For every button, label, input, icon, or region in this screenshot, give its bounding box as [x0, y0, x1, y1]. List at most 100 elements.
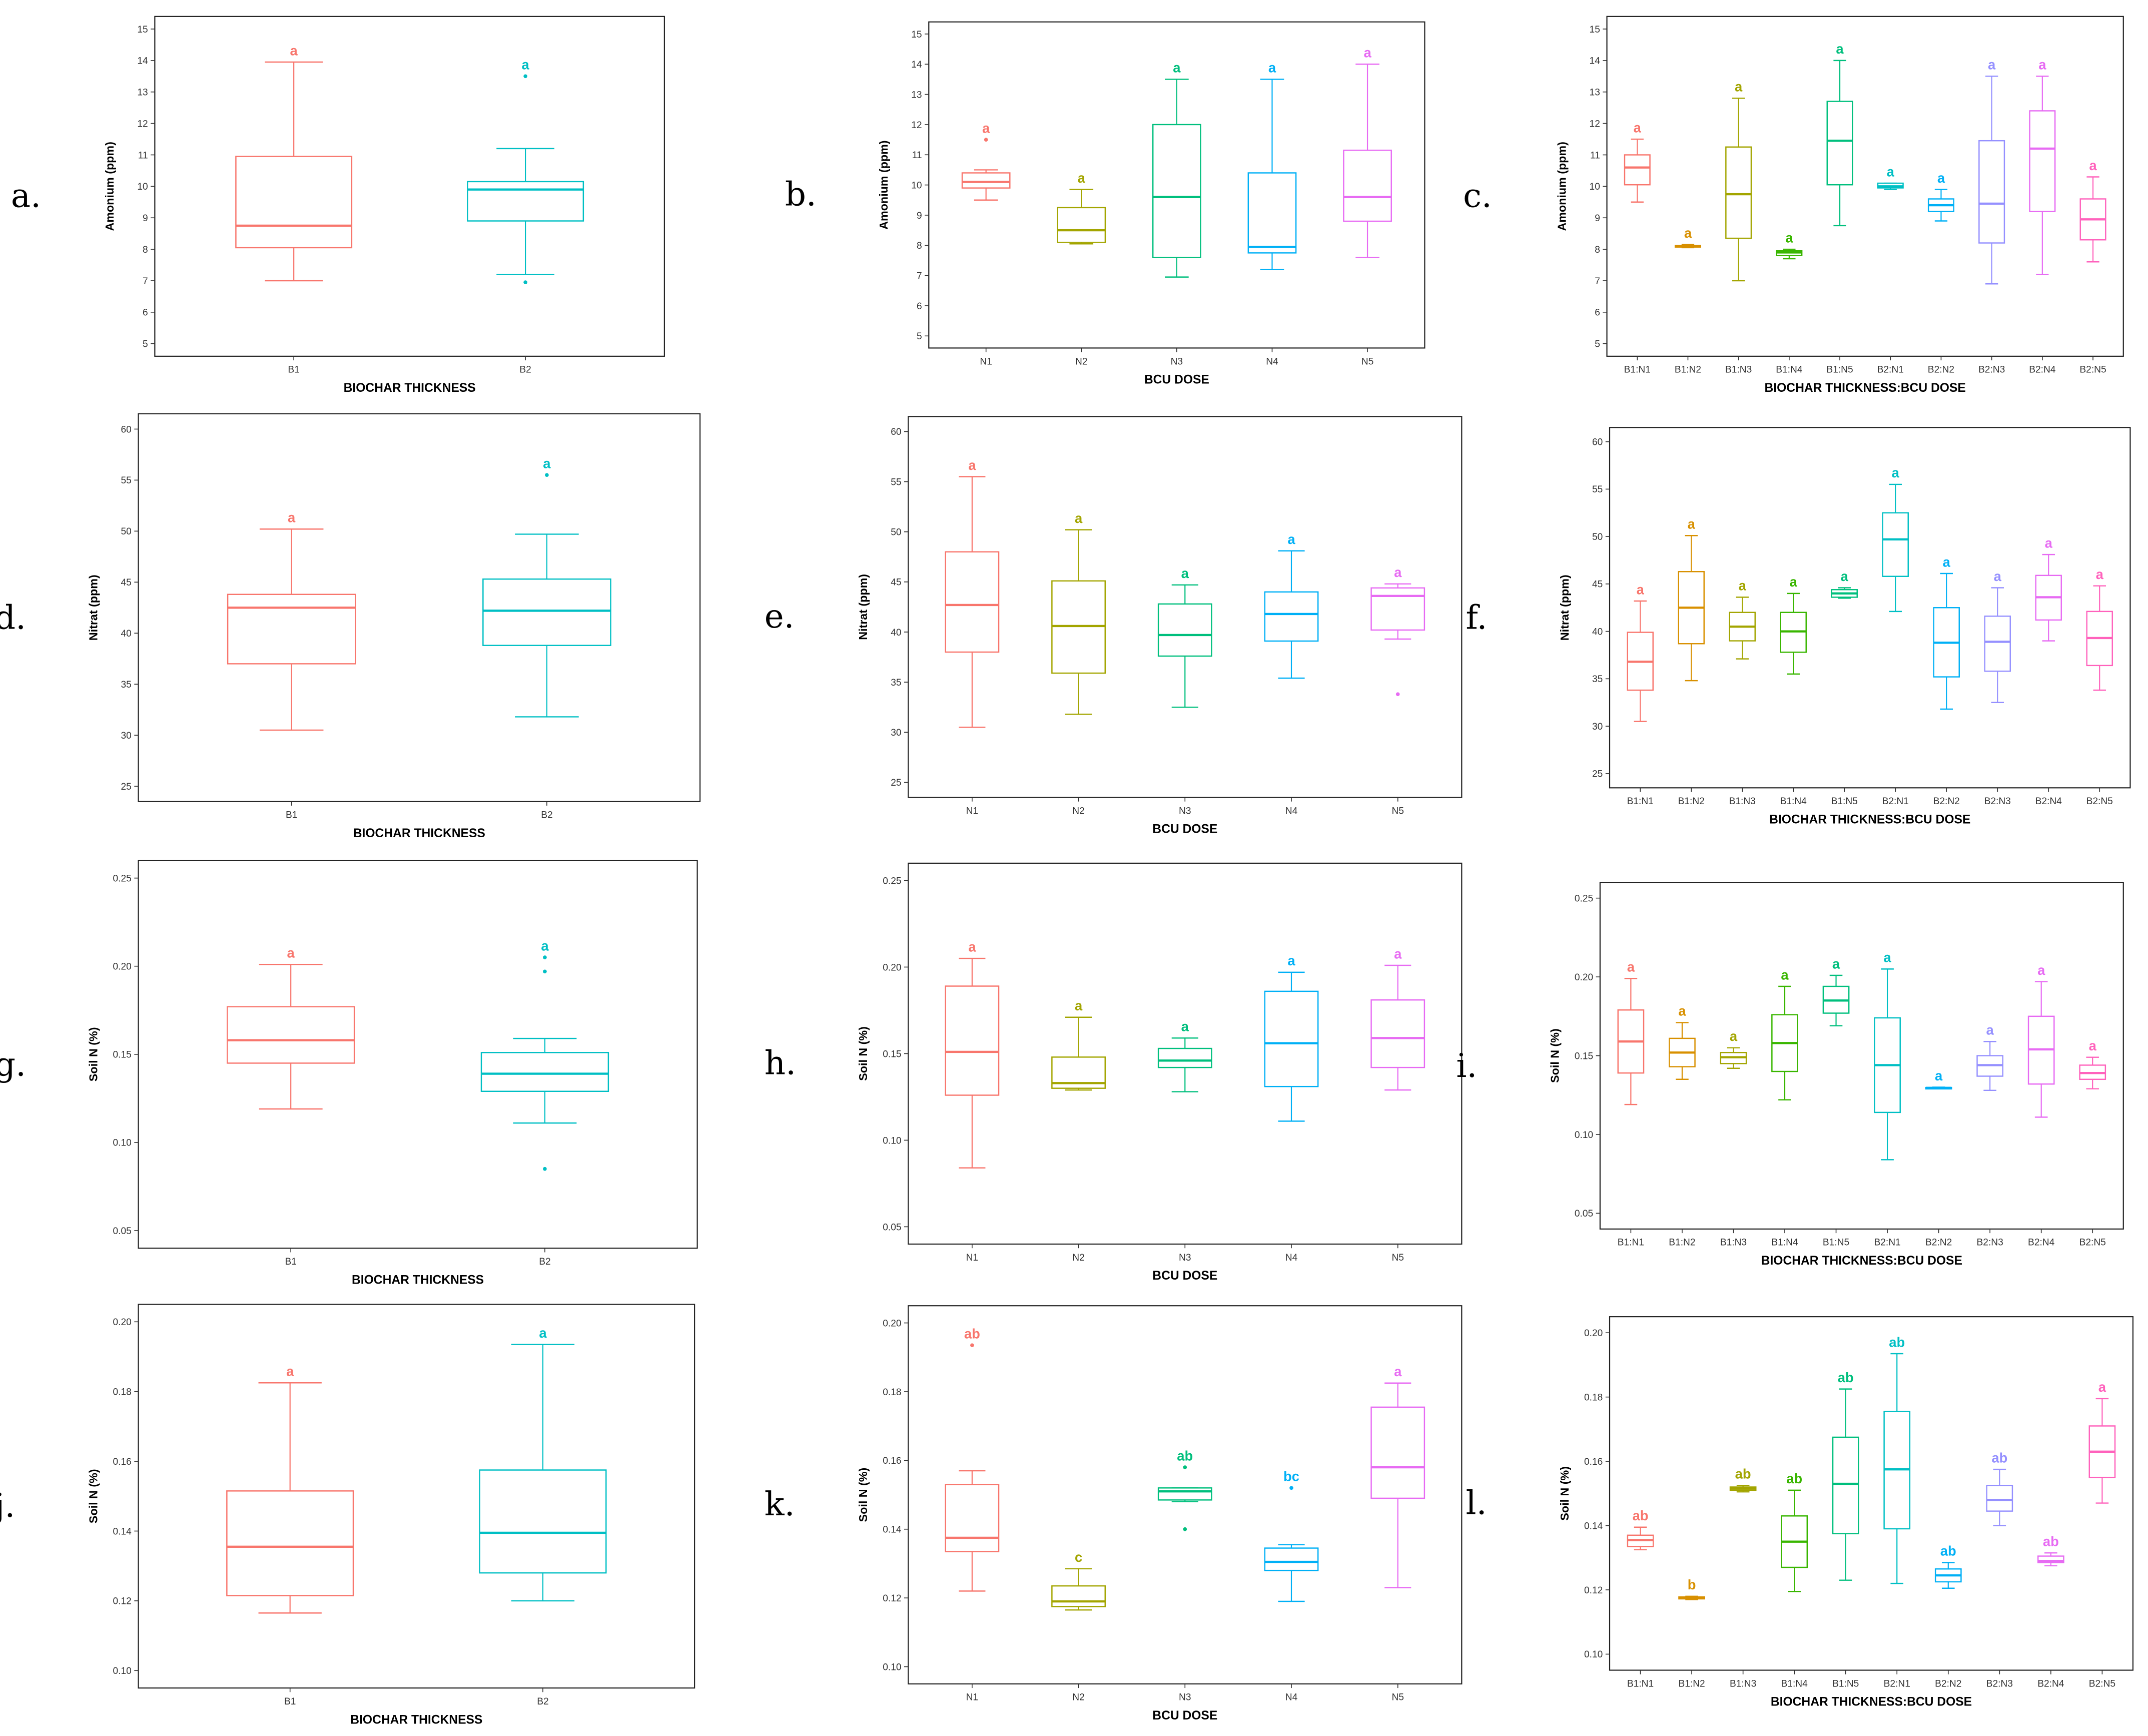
y-tick-label: 60	[891, 427, 901, 437]
x-tick-label: B2:N4	[2029, 365, 2056, 375]
y-tick-label: 7	[143, 276, 148, 287]
y-tick-label: 0.12	[1584, 1585, 1603, 1596]
box-b2-n4: ab	[2037, 1533, 2064, 1567]
box-iqr	[1826, 101, 1853, 186]
y-tick-label: 5	[917, 331, 922, 342]
y-tick-label: 25	[121, 782, 132, 792]
x-axis-title: BIOCHAR THICKNESS	[344, 381, 476, 395]
y-tick-label: 45	[1592, 580, 1603, 590]
box-b1-n2: a	[1674, 225, 1701, 249]
x-axis-title: BIOCHAR THICKNESS:BCU DOSE	[1769, 813, 1970, 826]
panel-label: e.	[764, 597, 795, 636]
boxplot-chart: 25 30 35 40 45 50 55 60 Nitrat (ppm) BCU DOSE a N1 a…	[857, 416, 1463, 836]
outlier-point	[523, 280, 527, 284]
x-tick-label: B1:N3	[1730, 1678, 1756, 1689]
significance-letter: a	[2098, 1379, 2106, 1395]
x-axis-title: BIOCHAR THICKNESS:BCU DOSE	[1761, 1254, 1962, 1268]
box-iqr	[1832, 1436, 1859, 1534]
box-b1-n1: ab	[1627, 1508, 1654, 1550]
box-b2-n5: a	[2079, 158, 2106, 263]
x-tick-label: B1:N2	[1669, 1238, 1695, 1248]
y-tick-label: 50	[1592, 532, 1603, 542]
box-b1: a	[227, 945, 355, 1110]
y-tick-label: 0.16	[1584, 1457, 1603, 1467]
box-iqr	[1157, 1047, 1212, 1068]
box-iqr	[226, 1490, 354, 1596]
x-tick-label: B1:N1	[1618, 1238, 1644, 1248]
x-tick-label: B1:N3	[1729, 796, 1756, 807]
y-tick-label: 7	[1595, 276, 1600, 287]
significance-letter: a	[968, 939, 976, 954]
box-b2-n1: ab	[1883, 1334, 1911, 1584]
x-axis-title: BCU DOSE	[1152, 823, 1217, 836]
box-b2-n4: a	[2035, 535, 2062, 642]
box-b2: a	[482, 455, 611, 718]
box-b1-n3: a	[1729, 578, 1756, 660]
y-tick-label: 0.05	[1575, 1209, 1593, 1219]
box-n5: a	[1370, 946, 1425, 1091]
box-b2-n3: a	[1984, 568, 2011, 703]
y-axis-title: Soil N (%)	[87, 1469, 100, 1523]
significance-letter: a	[1688, 516, 1696, 532]
significance-letter: a	[286, 1364, 294, 1379]
significance-letter: a	[1394, 946, 1402, 961]
significance-letter: ab	[1786, 1471, 1802, 1486]
panel-label: k.	[764, 1485, 795, 1524]
box-b2-n2: a	[1925, 1068, 1952, 1090]
box-b1-n4: a	[1780, 574, 1807, 675]
x-axis-title: BIOCHAR THICKNESS	[353, 827, 485, 840]
x-tick-label: B2:N1	[1882, 796, 1909, 807]
box-b1: a	[226, 1364, 354, 1614]
x-tick-label: B2:N2	[1935, 1678, 1961, 1689]
significance-letter: a	[1836, 41, 1844, 57]
significance-letter: a	[290, 43, 298, 58]
box-n3: a	[1157, 1019, 1212, 1092]
box-b2-n3: ab	[1986, 1450, 2013, 1526]
significance-letter: a	[521, 57, 529, 73]
significance-letter: a	[1678, 1003, 1686, 1019]
y-axis-title: Soil N (%)	[857, 1026, 870, 1081]
panel-label: b.	[785, 175, 817, 214]
boxplot-chart: 0.05 0.10 0.15 0.20 0.25 Soil N (%) BCU DOSE a N…	[857, 862, 1463, 1283]
outlier-point	[1183, 1465, 1187, 1469]
box-b2-n1: a	[1874, 950, 1901, 1161]
y-tick-label: 0.18	[883, 1387, 901, 1398]
significance-letter: a	[1887, 164, 1895, 179]
significance-letter: a	[1634, 120, 1642, 135]
y-tick-label: 13	[137, 88, 148, 98]
boxplot-chart: 25 30 35 40 45 50 55 60 Nitrat (ppm) BIOCHAR THIC…	[1558, 427, 2131, 826]
x-tick-label: B1:N2	[1678, 1678, 1705, 1689]
y-tick-label: 10	[911, 180, 922, 191]
box-iqr	[480, 1052, 609, 1092]
panel-label: c.	[1463, 177, 1492, 215]
y-tick-label: 50	[121, 526, 132, 537]
y-tick-label: 30	[891, 728, 901, 738]
panel-g: 0.05 0.10 0.15 0.20 0.25 Soil N (%) BIOCHAR TH…	[66, 844, 704, 1290]
significance-letter: a	[1892, 465, 1900, 480]
significance-letter: a	[1268, 60, 1276, 76]
panel-label: j.	[0, 1486, 16, 1525]
boxplot-chart: 0.05 0.10 0.15 0.20 0.25 Soil N (%) BIOCHAR TH…	[87, 860, 698, 1287]
y-tick-label: 8	[1595, 245, 1600, 255]
box-iqr	[227, 1006, 355, 1064]
box-iqr	[1157, 1487, 1212, 1501]
box-iqr	[1624, 154, 1651, 186]
x-tick-label: B1:N1	[1627, 796, 1654, 807]
significance-letter: a	[1075, 510, 1083, 526]
significance-letter: a	[2089, 1038, 2097, 1053]
box-iqr	[1984, 616, 2011, 672]
y-tick-label: 25	[1592, 769, 1603, 780]
boxplot-chart: 5 6 7 8 9 10 11 12 13 14 15 Amonium (ppm) BIOCHAR TH…	[103, 16, 665, 395]
box-b1-n2: a	[1678, 516, 1705, 682]
box-b1-n1: a	[1624, 120, 1651, 203]
plot-frame	[154, 16, 665, 357]
x-tick-label: B1:N5	[1832, 1678, 1859, 1689]
boxplot-chart: 5 6 7 8 9 10 11 12 13 14 15 Amonium (ppm) BCU DOSE a N…	[877, 21, 1425, 387]
box-iqr	[1264, 1547, 1319, 1571]
y-tick-label: 35	[1592, 674, 1603, 685]
y-tick-label: 15	[1590, 25, 1600, 35]
plot-frame	[138, 413, 701, 802]
x-tick-label: B1	[288, 365, 299, 375]
box-iqr	[227, 594, 356, 665]
x-tick-label: B1:N4	[1771, 1238, 1798, 1248]
